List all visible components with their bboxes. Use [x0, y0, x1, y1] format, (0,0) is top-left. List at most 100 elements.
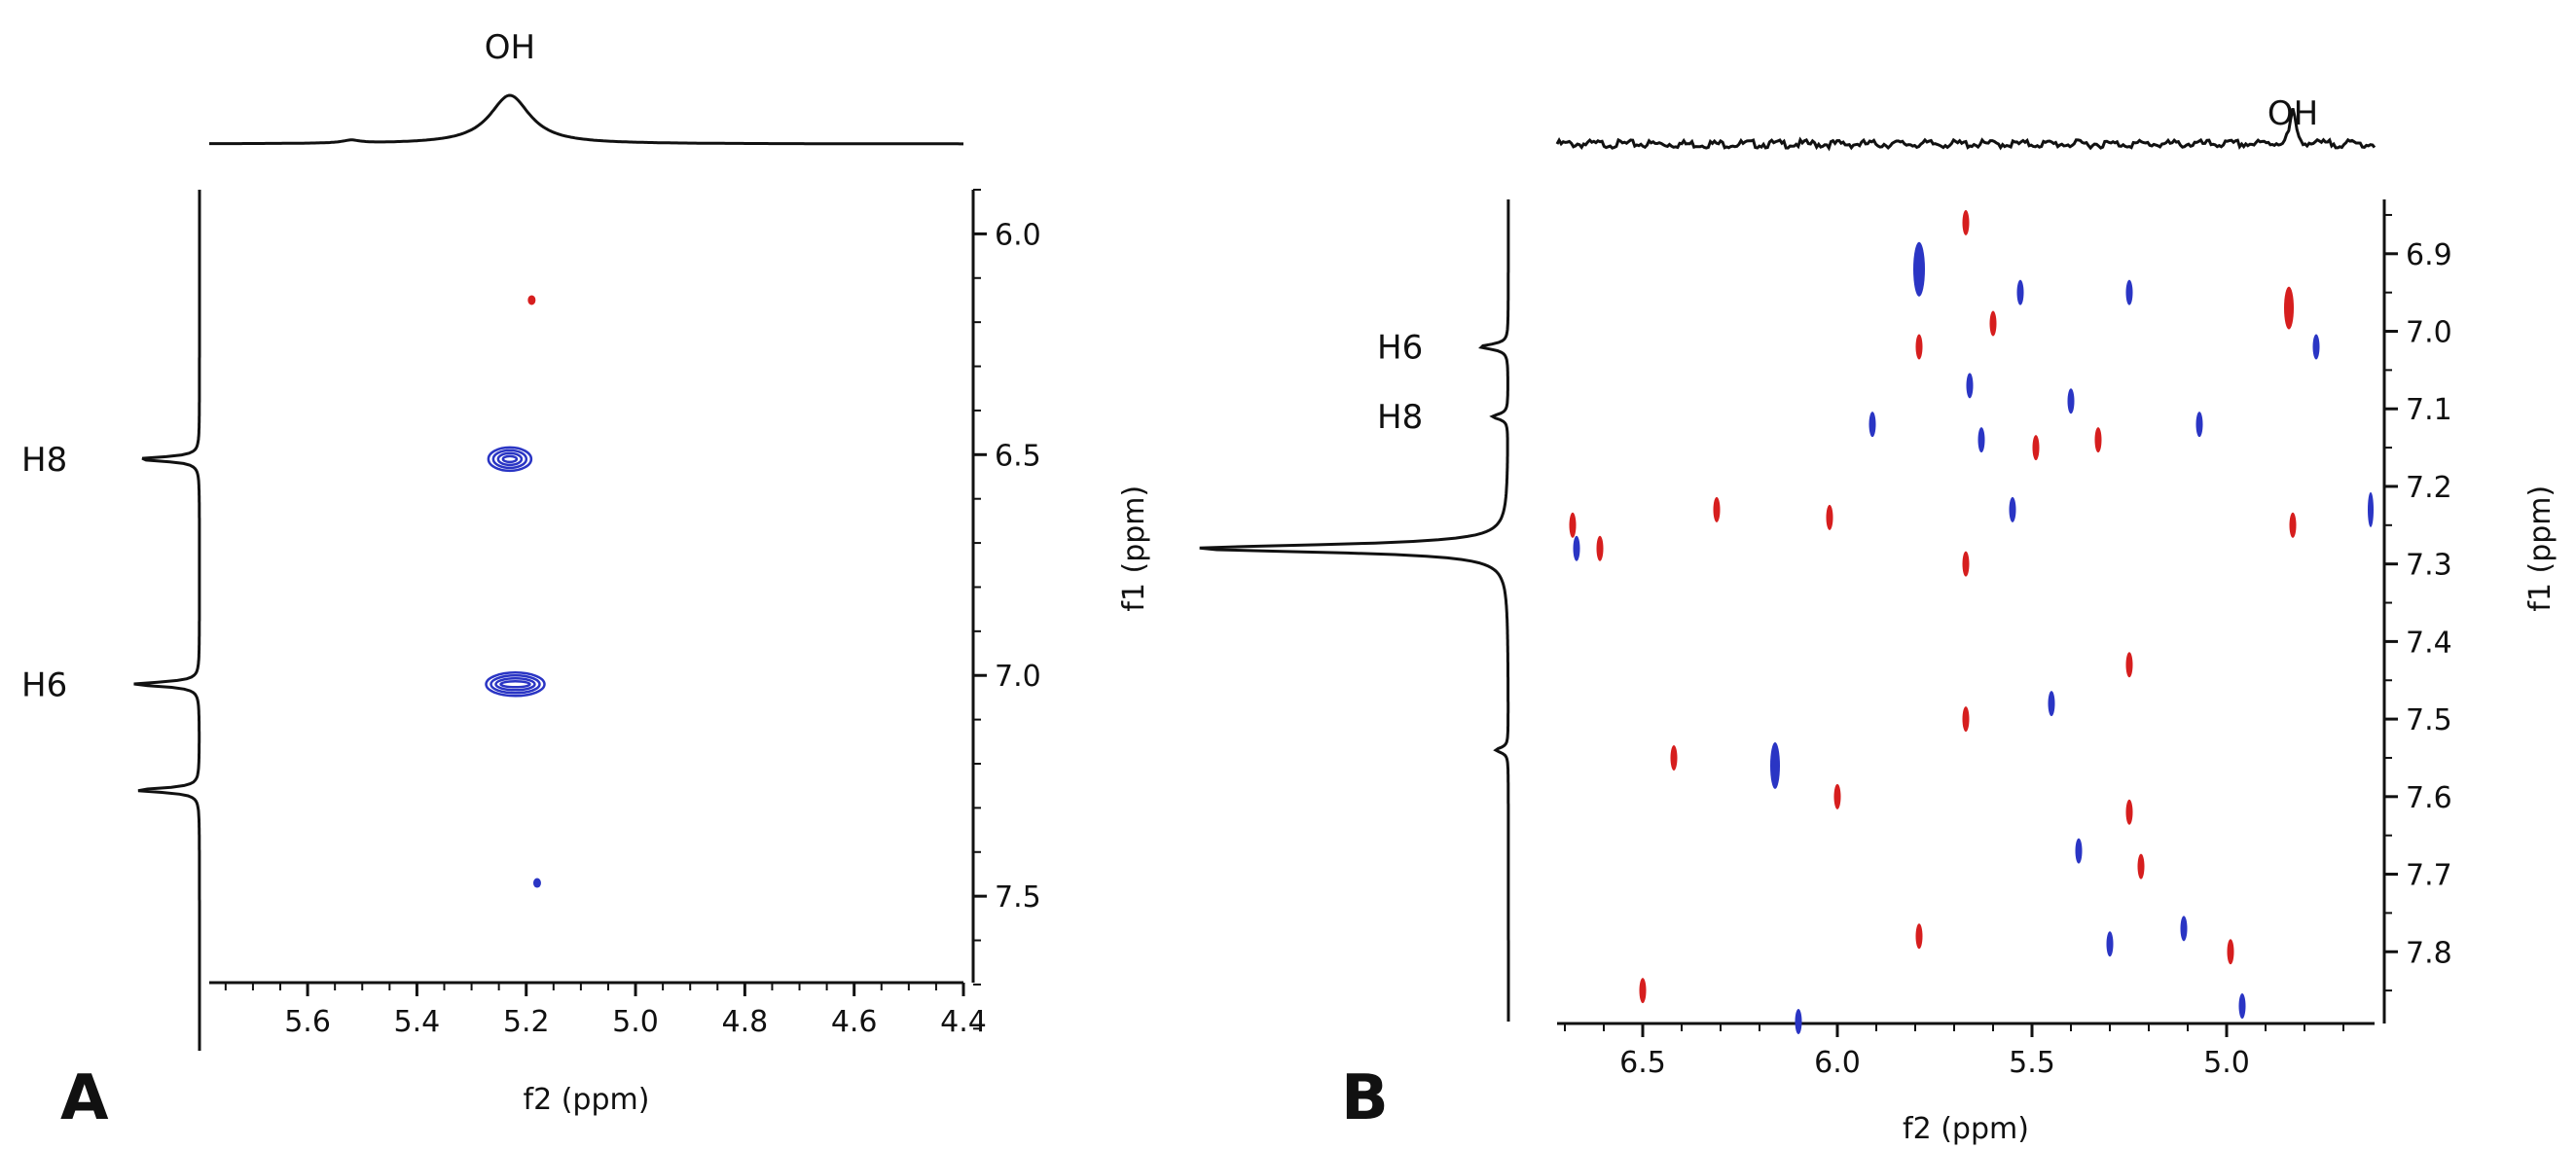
panel-a-letter: A — [60, 1062, 109, 1134]
panel-a-cross-peaks — [485, 295, 546, 888]
y-tick-label: 7.0 — [2406, 316, 2452, 350]
panel-a: 5.6 5.4 5.2 5.0 4.8 4.6 4.4 6.0 6.5 7.0 7.5 f2 (p… — [21, 28, 1041, 1134]
cross-peak-contour — [485, 671, 546, 698]
cross-peak — [2137, 853, 2145, 880]
x-tick-label: 5.0 — [612, 1005, 659, 1039]
panel-a-top-trace — [209, 93, 963, 146]
cross-peak — [1573, 535, 1580, 561]
cross-peak — [1913, 241, 1925, 297]
x-tick-label: 5.5 — [2009, 1046, 2055, 1080]
cross-peak — [1639, 978, 1647, 1004]
cross-peak — [1915, 923, 1923, 950]
y-tick-label: 7.1 — [2406, 393, 2452, 427]
panel-b-x-ticks: 6.5 6.0 5.5 5.0 — [1564, 1023, 2344, 1080]
y-tick-label: 7.6 — [2406, 781, 2452, 815]
panel-b-y-axis-label-left: f1 (ppm) — [1117, 485, 1151, 612]
cross-peak — [1826, 504, 1833, 530]
panel-a-left-trace-label-h6: H6 — [21, 665, 67, 704]
cross-peak — [2238, 993, 2246, 1020]
y-tick-label: 7.5 — [2406, 703, 2452, 737]
y-tick-label: 7.2 — [2406, 471, 2452, 505]
cross-peak-contour — [491, 449, 528, 470]
panel-b-letter: B — [1341, 1062, 1389, 1134]
cross-peak — [2048, 691, 2055, 717]
cross-peak — [2125, 652, 2133, 678]
cross-peak — [2195, 412, 2203, 438]
panel-b-left-trace — [1199, 199, 1510, 1022]
cross-peak — [1989, 310, 1997, 337]
cross-peak — [2368, 491, 2374, 527]
cross-peak — [1596, 535, 1604, 561]
cross-peak — [1713, 496, 1721, 522]
cross-peak — [487, 446, 533, 473]
cross-peak — [2016, 279, 2024, 305]
cross-peak — [2009, 496, 2016, 522]
y-tick-label: 7.3 — [2406, 549, 2452, 583]
cross-peak — [1569, 512, 1577, 538]
x-tick-label: 6.5 — [1619, 1046, 1666, 1080]
panel-b-x-axis-label: f2 (ppm) — [1903, 1112, 2029, 1146]
y-tick-label: 6.9 — [2406, 238, 2452, 272]
y-tick-label: 6.0 — [995, 218, 1041, 252]
panel-b-left-trace-label-h6: H6 — [1377, 328, 1423, 367]
panel-a-top-trace-label: OH — [485, 28, 535, 67]
cross-peak — [2284, 286, 2294, 330]
cross-peak-contour — [496, 451, 524, 467]
y-tick-label: 7.8 — [2406, 936, 2452, 970]
cross-peak — [2227, 939, 2234, 965]
panel-b-cross-peaks — [1569, 209, 2374, 1034]
cross-peak — [485, 671, 546, 698]
x-tick-label: 4.4 — [940, 1005, 987, 1039]
cross-peak-contour — [487, 446, 533, 473]
panel-b-y-axis-label-right: f1 (ppm) — [2523, 485, 2558, 612]
panel-b-left-trace-label-h8: H8 — [1377, 398, 1423, 437]
cross-peak — [2094, 427, 2102, 453]
cross-peak — [2289, 512, 2297, 538]
cross-peak-contour — [501, 454, 519, 464]
x-tick-label: 5.6 — [284, 1005, 331, 1039]
panel-b-top-trace — [1555, 108, 2376, 152]
cross-peak — [1962, 706, 1970, 733]
cross-peak — [1962, 551, 1970, 577]
x-tick-label: 6.0 — [1814, 1046, 1861, 1080]
cross-peak — [1670, 744, 1678, 771]
x-tick-label: 4.6 — [831, 1005, 878, 1039]
y-tick-label: 7.5 — [995, 880, 1041, 915]
panel-b-top-trace-label: OH — [2268, 94, 2318, 133]
panel-a-y-ticks: 6.0 6.5 7.0 7.5 — [973, 189, 1041, 1030]
cross-peak — [1966, 373, 1974, 399]
cross-peak — [527, 295, 536, 305]
cross-peak — [2125, 279, 2133, 305]
panel-a-left-trace-label-h8: H8 — [21, 441, 67, 480]
y-tick-label: 7.4 — [2406, 626, 2452, 660]
cross-peak — [2032, 435, 2040, 461]
cross-peak — [2067, 388, 2075, 414]
panel-a-x-axis-label: f2 (ppm) — [524, 1083, 650, 1117]
cross-peak — [1833, 783, 1841, 809]
cross-peak-contour — [490, 674, 541, 695]
panel-b-y-ticks: 6.9 7.0 7.1 7.2 7.3 7.4 7.5 7.6 7.7 7.8 — [2384, 213, 2452, 992]
x-tick-label: 5.2 — [503, 1005, 550, 1039]
y-tick-label: 6.5 — [995, 439, 1041, 473]
cross-peak — [1977, 427, 1985, 453]
cross-peak — [2180, 916, 2188, 942]
x-tick-label: 5.0 — [2203, 1046, 2250, 1080]
cross-peak-dot — [532, 878, 541, 888]
cross-peak-contour — [494, 677, 536, 692]
cross-peak — [2125, 799, 2133, 825]
cross-peak-dot — [527, 295, 536, 305]
cross-peak-contour — [499, 680, 531, 689]
cross-peak — [2075, 838, 2083, 864]
y-tick-label: 7.0 — [995, 660, 1041, 694]
cross-peak — [2106, 931, 2114, 957]
panel-a-x-ticks: 5.6 5.4 5.2 5.0 4.8 4.6 4.4 — [224, 983, 987, 1039]
cross-peak — [1795, 1009, 1802, 1034]
cross-peak — [1869, 412, 1876, 438]
cross-peak — [1770, 741, 1780, 789]
panel-a-left-trace — [133, 190, 201, 1051]
x-tick-label: 4.8 — [722, 1005, 769, 1039]
panel-b: 6.5 6.0 5.5 5.0 6.9 7.0 7.1 7.2 7.3 7.4 7.5 7.6 7.7… — [1117, 94, 2558, 1146]
cross-peak — [532, 878, 541, 888]
y-tick-label: 7.7 — [2406, 859, 2452, 893]
